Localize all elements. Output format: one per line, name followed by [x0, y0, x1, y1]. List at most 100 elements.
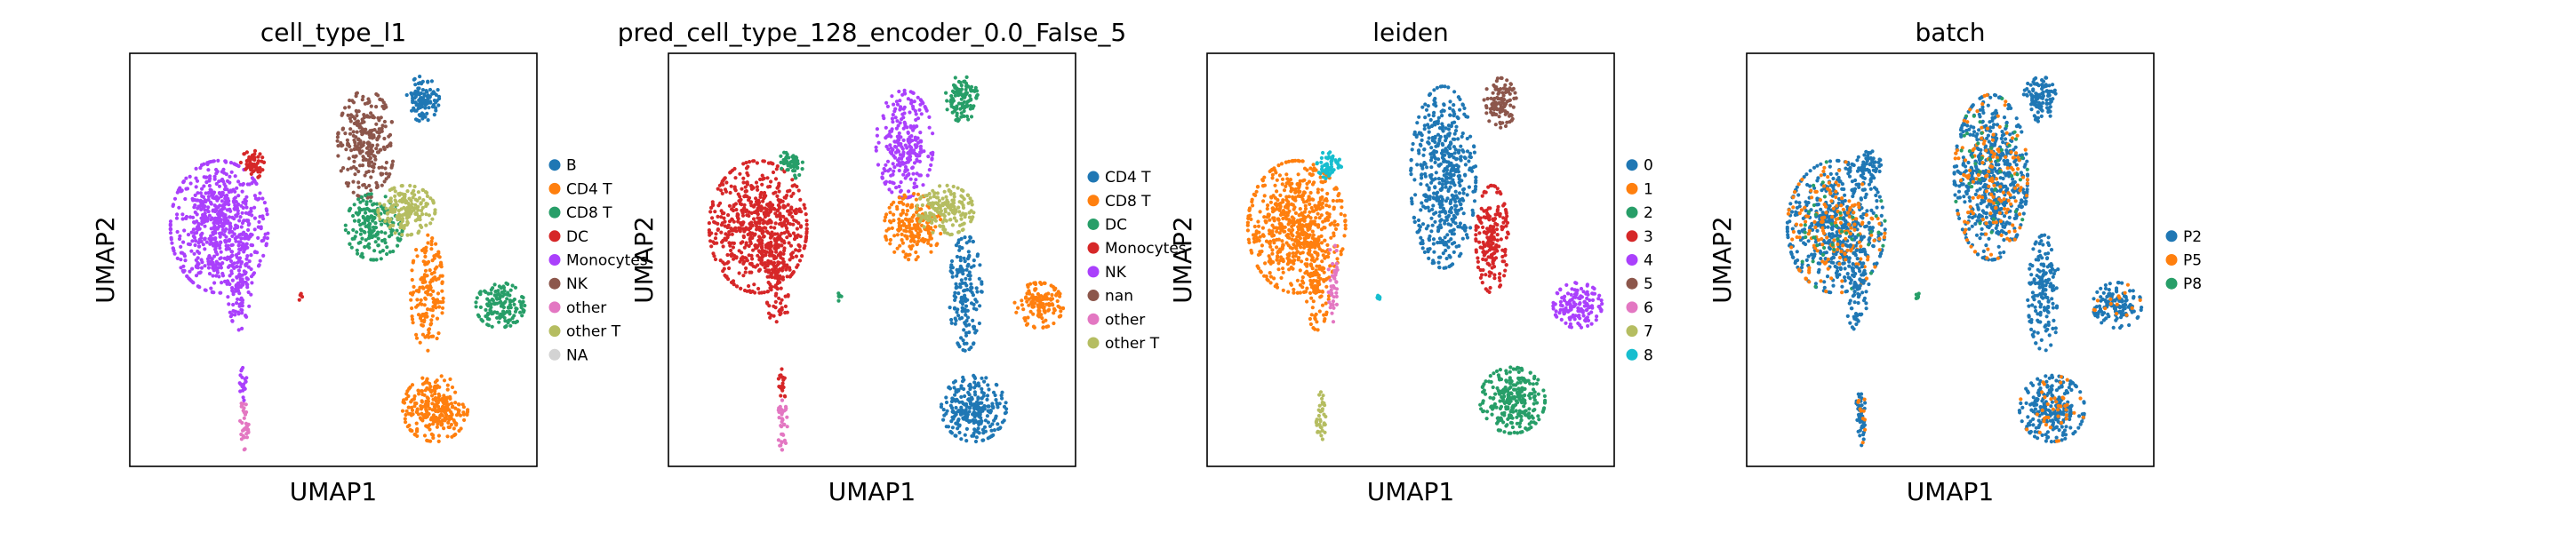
data-point	[493, 290, 498, 294]
data-point	[379, 171, 383, 176]
data-point	[890, 226, 894, 230]
data-point	[429, 79, 434, 84]
data-point	[218, 257, 222, 261]
data-point	[970, 89, 974, 93]
data-point	[949, 101, 954, 106]
data-point	[410, 232, 414, 236]
data-point	[760, 173, 764, 178]
data-point	[203, 208, 207, 212]
data-point	[442, 378, 447, 383]
data-point	[412, 401, 418, 405]
data-point	[339, 169, 343, 173]
data-point	[515, 319, 520, 323]
data-point	[379, 115, 383, 120]
data-point	[412, 96, 417, 100]
data-point	[760, 182, 764, 187]
data-point	[244, 421, 249, 426]
data-point	[902, 105, 907, 109]
data-point	[897, 89, 901, 94]
data-point	[413, 203, 418, 207]
data-point	[757, 290, 762, 295]
data-point	[1041, 325, 1045, 330]
data-point	[895, 246, 900, 251]
data-point	[875, 127, 880, 131]
data-point	[217, 225, 221, 229]
data-point	[1310, 182, 1316, 187]
data-point	[204, 199, 208, 203]
data-point	[766, 311, 772, 315]
data-point	[512, 302, 516, 306]
data-point	[961, 114, 965, 118]
data-point	[236, 163, 241, 169]
data-point	[241, 182, 245, 187]
data-point	[485, 297, 490, 301]
data-point	[940, 219, 945, 224]
data-point	[972, 407, 977, 411]
data-point	[756, 286, 761, 291]
data-point	[353, 140, 357, 145]
data-point	[349, 245, 354, 250]
data-point	[779, 255, 783, 260]
data-point	[1312, 219, 1316, 224]
data-point	[732, 257, 736, 261]
data-point	[762, 211, 766, 215]
data-point	[1300, 159, 1305, 163]
data-point	[891, 172, 895, 177]
data-point	[484, 307, 488, 312]
data-point	[909, 101, 914, 106]
data-point	[197, 244, 202, 249]
data-point	[1303, 290, 1308, 294]
data-point	[1325, 191, 1330, 196]
data-point	[423, 380, 428, 385]
data-point	[1254, 229, 1259, 234]
data-point	[929, 163, 933, 167]
plot-frame	[668, 52, 1076, 467]
data-point	[900, 241, 906, 245]
data-point	[430, 314, 435, 318]
legend-marker	[1087, 266, 1100, 278]
data-point	[388, 171, 392, 177]
data-point	[766, 213, 771, 218]
data-point	[902, 193, 907, 197]
data-point	[1256, 266, 1260, 270]
data-point	[351, 179, 356, 184]
data-point	[926, 155, 931, 159]
data-point	[336, 131, 340, 135]
data-point	[340, 126, 346, 131]
data-point	[1289, 219, 1293, 223]
data-point	[1308, 240, 1314, 244]
data-point	[795, 235, 799, 240]
data-point	[492, 310, 497, 314]
data-point	[260, 159, 264, 163]
data-point	[898, 121, 902, 125]
data-point	[370, 164, 374, 169]
data-point	[1262, 215, 1267, 219]
data-point	[238, 160, 243, 165]
data-point	[217, 179, 221, 184]
data-point	[985, 414, 989, 418]
data-point	[740, 220, 746, 225]
data-point	[200, 260, 204, 265]
data-point	[437, 96, 442, 101]
data-point	[233, 313, 237, 317]
data-point	[408, 183, 412, 188]
data-point	[708, 239, 713, 243]
legend-label: DC	[1105, 216, 1127, 234]
data-point	[916, 192, 921, 196]
data-point	[1334, 186, 1339, 190]
data-point	[1262, 274, 1267, 278]
data-point	[1247, 208, 1252, 212]
data-point	[775, 194, 780, 198]
data-point	[978, 263, 982, 267]
data-point	[1278, 201, 1283, 205]
data-point	[192, 251, 196, 256]
data-point	[370, 230, 374, 235]
data-point	[413, 219, 418, 223]
data-point	[206, 262, 211, 266]
data-point	[428, 268, 432, 273]
data-point	[982, 379, 987, 384]
data-point	[780, 432, 785, 436]
data-point	[897, 200, 901, 205]
data-point	[510, 283, 515, 288]
legend-item: CD8 T	[1087, 193, 1151, 211]
